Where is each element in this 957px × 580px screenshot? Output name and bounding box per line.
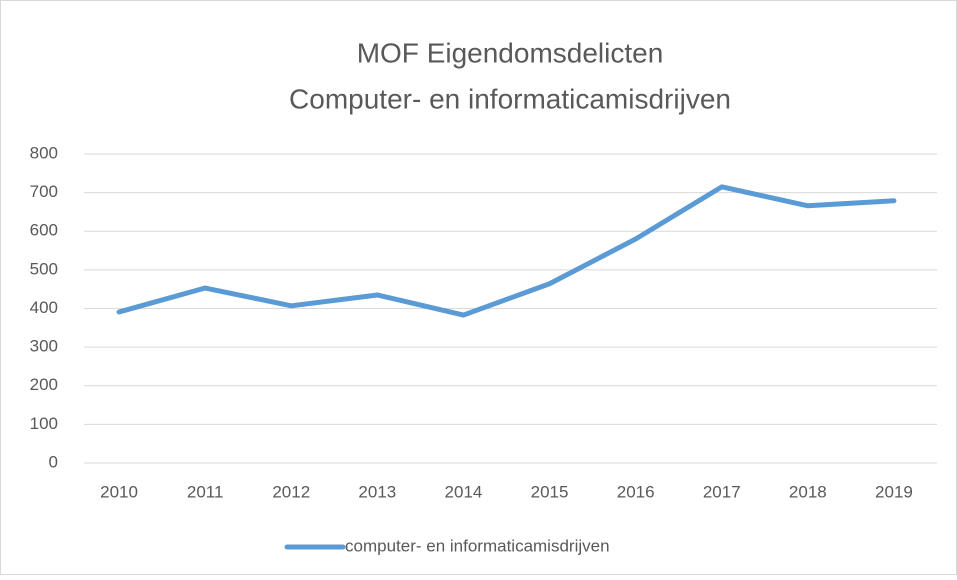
legend-label: computer- en informaticamisdrijven [345,536,610,555]
y-tick-label: 0 [49,452,58,471]
y-tick-label: 800 [30,143,58,162]
y-tick-label: 200 [30,375,58,394]
x-tick-label: 2014 [445,482,483,501]
y-tick-label: 600 [30,221,58,240]
x-tick-label: 2015 [531,482,569,501]
y-tick-label: 500 [30,259,58,278]
x-tick-label: 2012 [272,482,310,501]
x-tick-label: 2013 [358,482,396,501]
x-tick-label: 2011 [187,482,224,501]
chart-subtitle: Computer- en informaticamisdrijven [289,83,731,114]
x-tick-label: 2010 [100,482,138,501]
x-tick-label: 2019 [875,482,913,501]
x-tick-label: 2017 [703,482,741,501]
y-tick-label: 300 [30,337,58,356]
y-tick-label: 100 [30,414,58,433]
chart-title: MOF Eigendomsdelicten [357,37,664,68]
y-tick-label: 700 [30,182,58,201]
x-tick-label: 2018 [789,482,827,501]
data-line [116,184,897,318]
x-tick-label: 2016 [617,482,655,501]
y-tick-label: 400 [30,298,58,317]
